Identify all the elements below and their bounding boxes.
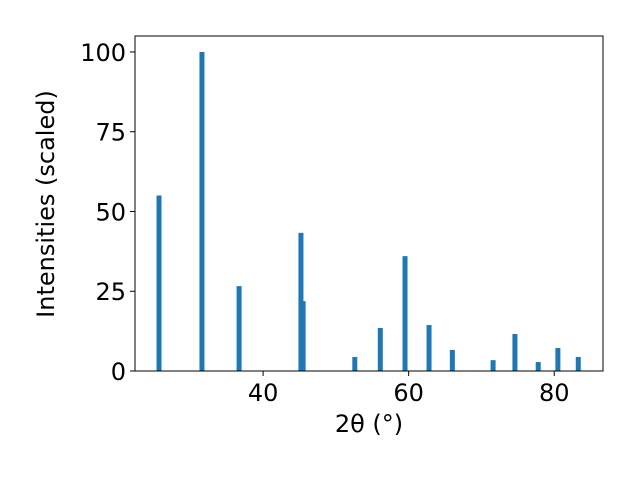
bar <box>300 301 306 371</box>
bar <box>426 325 432 371</box>
y-tick-label: 0 <box>111 358 126 386</box>
bar <box>512 333 518 371</box>
bar <box>199 51 205 371</box>
bar <box>575 356 581 371</box>
y-tick-label: 75 <box>95 119 126 147</box>
bar <box>352 356 358 371</box>
y-axis-label: Intensities (scaled) <box>32 90 60 318</box>
x-axis-label: 2θ (°) <box>335 410 403 438</box>
y-tick-label: 50 <box>95 198 126 226</box>
x-tick-label: 80 <box>539 379 570 407</box>
bar <box>535 362 541 371</box>
x-tick-label: 40 <box>248 379 279 407</box>
bar <box>156 195 162 371</box>
y-tick-label: 25 <box>95 278 126 306</box>
bar <box>449 349 455 371</box>
bar <box>377 327 383 371</box>
x-tick-label: 60 <box>393 379 424 407</box>
bar <box>236 286 242 371</box>
bar <box>555 348 561 371</box>
bar <box>402 256 408 371</box>
plot-frame <box>134 35 604 372</box>
bar <box>490 360 496 371</box>
y-tick-label: 100 <box>80 39 126 67</box>
